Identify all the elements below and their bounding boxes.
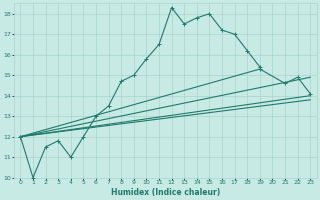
X-axis label: Humidex (Indice chaleur): Humidex (Indice chaleur) [111,188,220,197]
